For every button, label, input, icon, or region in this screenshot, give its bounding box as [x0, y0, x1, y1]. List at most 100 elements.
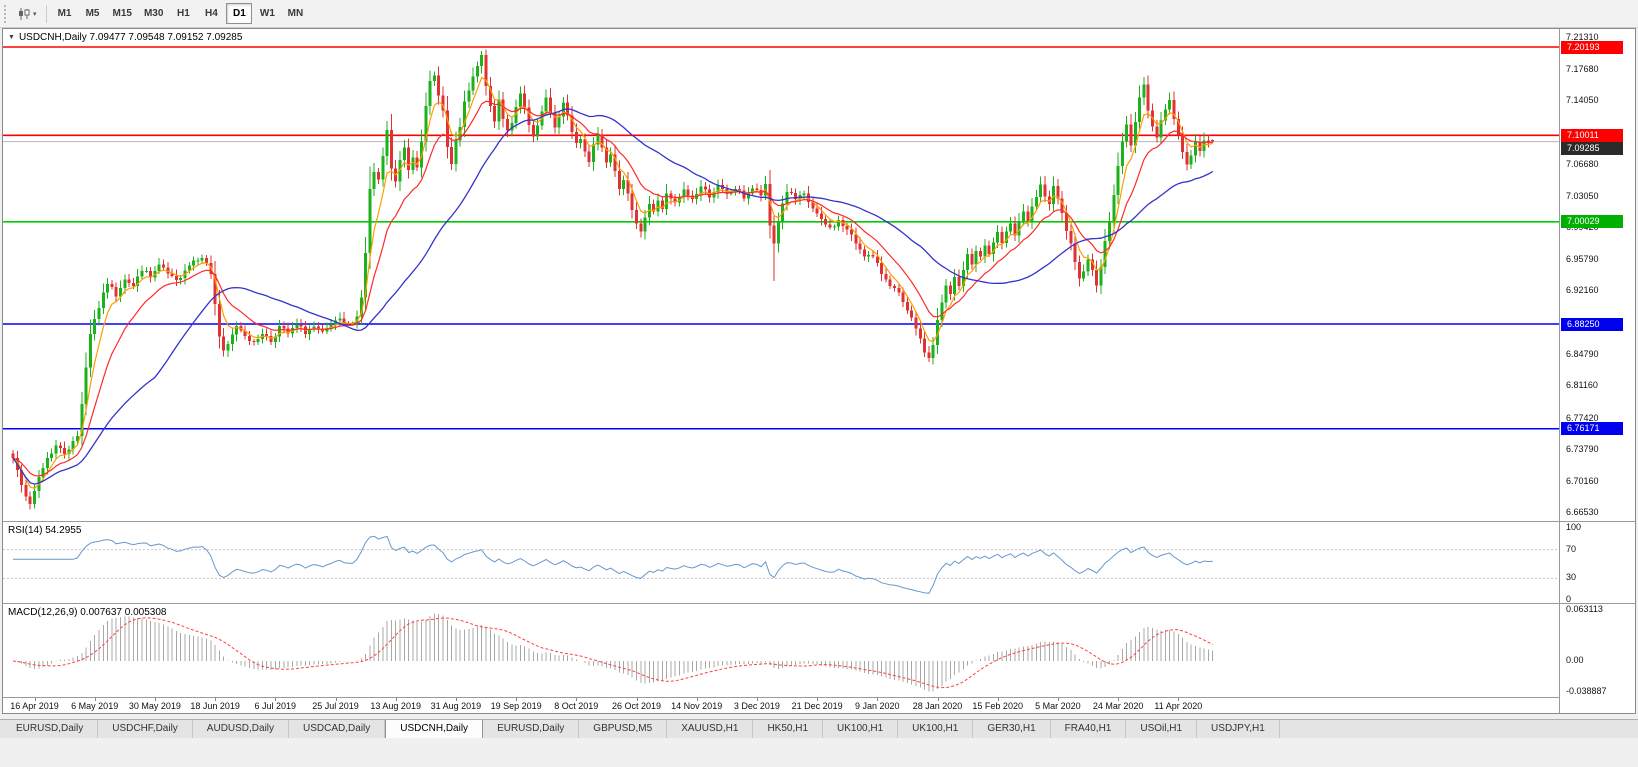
- timeframe-toolbar: ▾ M1 M5 M15 M30 H1 H4 D1 W1 MN: [0, 0, 1638, 28]
- time-axis-label: 8 Oct 2019: [554, 701, 599, 711]
- toolbar-separator: [45, 4, 47, 23]
- chart-tab-gbpusd-m5[interactable]: GBPUSD,M5: [579, 720, 668, 738]
- time-axis-label: 11 Apr 2020: [1154, 701, 1203, 711]
- chart-tab-uk100-h1[interactable]: UK100,H1: [823, 720, 899, 738]
- timeframe-button-m5[interactable]: M5: [80, 3, 106, 24]
- price-axis-tick: 6.95790: [1566, 253, 1599, 264]
- price-axis-tick: 6.77420: [1566, 412, 1599, 423]
- time-axis-label: 15 Feb 2020: [972, 701, 1023, 711]
- time-axis-label: 21 Dec 2019: [791, 701, 843, 711]
- timeframe-button-w1[interactable]: W1: [254, 3, 280, 24]
- timeframes-dropdown-button[interactable]: ▾: [13, 3, 42, 24]
- time-axis-label: 3 Dec 2019: [733, 701, 780, 711]
- time-axis-tick: [817, 698, 819, 701]
- timeframe-button-h4[interactable]: H4: [198, 3, 224, 24]
- chart-window: ▼ USDCNH,Daily 7.09477 7.09548 7.09152 7…: [2, 28, 1636, 714]
- chart-tab-eurusd-daily[interactable]: EURUSD,Daily: [2, 720, 99, 738]
- macd-pane[interactable]: MACD(12,26,9) 0.007637 0.005308: [3, 603, 1635, 697]
- time-axis-label: 5 Mar 2020: [1035, 701, 1081, 711]
- time-axis-tick: [34, 698, 36, 701]
- main-price-pane[interactable]: ▼ USDCNH,Daily 7.09477 7.09548 7.09152 7…: [3, 29, 1559, 521]
- time-axis-label: 25 Jul 2019: [312, 701, 359, 711]
- rsi-axis-tick: 100: [1566, 522, 1582, 532]
- price-level-badge: 7.00029: [1561, 215, 1623, 229]
- rsi-axis-tick: 0: [1566, 594, 1572, 604]
- price-axis-tick: 6.66530: [1566, 507, 1599, 518]
- price-axis-tick: 6.70160: [1566, 475, 1599, 486]
- price-level-badge: 7.20193: [1561, 40, 1623, 54]
- time-axis-tick: [154, 698, 156, 701]
- chart-tab-hk50-h1[interactable]: HK50,H1: [753, 720, 824, 738]
- candlestick-icon: [19, 7, 30, 20]
- chart-tab-bar: EURUSD,Daily USDCHF,Daily AUDUSD,Daily USDC…: [0, 719, 1638, 738]
- collapse-pane-icon[interactable]: ▼: [8, 34, 15, 41]
- toolbar-gripper[interactable]: [4, 4, 9, 23]
- time-axis-tick: [937, 698, 939, 701]
- time-axis-tick: [997, 698, 999, 701]
- rsi-pane[interactable]: RSI(14) 54.2955: [3, 521, 1635, 603]
- chart-tab-usdcnh-daily[interactable]: USDCNH,Daily: [385, 720, 484, 738]
- price-axis[interactable]: 7.213107.176807.140507.066807.030506.994…: [1559, 29, 1635, 713]
- price-axis-tick: 7.03050: [1566, 190, 1599, 201]
- chart-tab-xauusd-h1[interactable]: XAUUSD,H1: [667, 720, 754, 738]
- time-axis-label: 6 May 2019: [71, 701, 119, 711]
- chart-tab-audusd-daily[interactable]: AUDUSD,Daily: [193, 720, 290, 738]
- time-axis-label: 28 Jan 2020: [912, 701, 963, 711]
- timeframe-buttons: M1 M5 M15 M30 H1 H4 D1 W1 MN: [51, 3, 310, 24]
- time-axis-tick: [455, 698, 457, 701]
- candlestick-chart[interactable]: [3, 29, 1559, 521]
- chart-tab-usdjpy-h1[interactable]: USDJPY,H1: [1197, 720, 1280, 738]
- time-axis-tick: [636, 698, 638, 701]
- chart-tab-fra40-h1[interactable]: FRA40,H1: [1051, 720, 1127, 738]
- chart-tab-usoil-h1[interactable]: USOil,H1: [1126, 720, 1198, 738]
- timeframe-button-m15[interactable]: M15: [108, 3, 137, 24]
- rsi-axis-tick: 70: [1566, 543, 1577, 554]
- chart-tab-eurusd-daily[interactable]: EURUSD,Daily: [483, 720, 580, 738]
- price-axis-tick: 6.81160: [1566, 380, 1598, 391]
- time-axis-label: 24 Mar 2020: [1092, 701, 1144, 711]
- rsi-line-chart[interactable]: [3, 522, 1559, 603]
- time-axis-tick: [275, 698, 277, 701]
- time-axis-tick: [335, 698, 337, 701]
- timeframe-button-m1[interactable]: M1: [52, 3, 78, 24]
- time-axis-tick: [215, 698, 217, 701]
- time-axis-label: 30 May 2019: [128, 701, 181, 711]
- price-axis-tick: 6.84790: [1566, 349, 1599, 359]
- price-axis-tick: 7.21310: [1566, 32, 1599, 43]
- time-axis-tick: [756, 698, 758, 701]
- time-axis-tick: [877, 698, 879, 701]
- price-axis-tick: 7.17680: [1566, 63, 1599, 74]
- time-axis-tick: [1057, 698, 1059, 701]
- timeframe-button-d1[interactable]: D1: [226, 3, 253, 24]
- price-level-badge: 7.10011: [1561, 128, 1623, 142]
- time-axis[interactable]: 16 Apr 2019 6 May 2019 30 May 2019 18 Jun 2…: [3, 697, 1559, 713]
- time-axis-label: 26 Oct 2019: [611, 701, 662, 711]
- time-axis-label: 14 Nov 2019: [671, 701, 723, 711]
- time-axis-label: 6 Jul 2019: [254, 701, 297, 711]
- timeframe-button-m30[interactable]: M30: [139, 3, 168, 24]
- chart-tab-ger30-h1[interactable]: GER30,H1: [973, 720, 1051, 738]
- time-axis-tick: [1178, 698, 1180, 701]
- price-axis-tick: 7.14050: [1566, 95, 1599, 106]
- time-axis-label: 19 Sep 2019: [490, 701, 542, 711]
- macd-label: MACD(12,26,9) 0.007637 0.005308: [8, 607, 167, 618]
- chart-tab-uk100-h1[interactable]: UK100,H1: [898, 720, 974, 738]
- time-axis-tick: [94, 698, 96, 701]
- chart-tab-usdcad-daily[interactable]: USDCAD,Daily: [289, 720, 386, 738]
- timeframe-button-mn[interactable]: MN: [282, 3, 308, 24]
- time-axis-tick: [696, 698, 698, 701]
- price-level-badge: 7.09285: [1561, 142, 1623, 156]
- timeframe-button-h1[interactable]: H1: [170, 3, 196, 24]
- price-level-badge: 6.76171: [1561, 422, 1623, 436]
- macd-axis-tick: 0.063113: [1566, 603, 1603, 614]
- time-axis-label: 31 Aug 2019: [430, 701, 482, 711]
- chevron-down-icon: ▾: [33, 10, 37, 18]
- macd-histogram-chart[interactable]: [3, 604, 1559, 697]
- price-axis-tick: 6.73790: [1566, 444, 1599, 455]
- time-axis-label: 9 Jan 2020: [855, 701, 900, 711]
- rsi-axis-tick: 30: [1566, 572, 1577, 583]
- macd-axis-tick: -0.038887: [1566, 686, 1607, 697]
- price-level-badge: 6.88250: [1561, 317, 1623, 331]
- chart-tab-usdchf-daily[interactable]: USDCHF,Daily: [98, 720, 193, 738]
